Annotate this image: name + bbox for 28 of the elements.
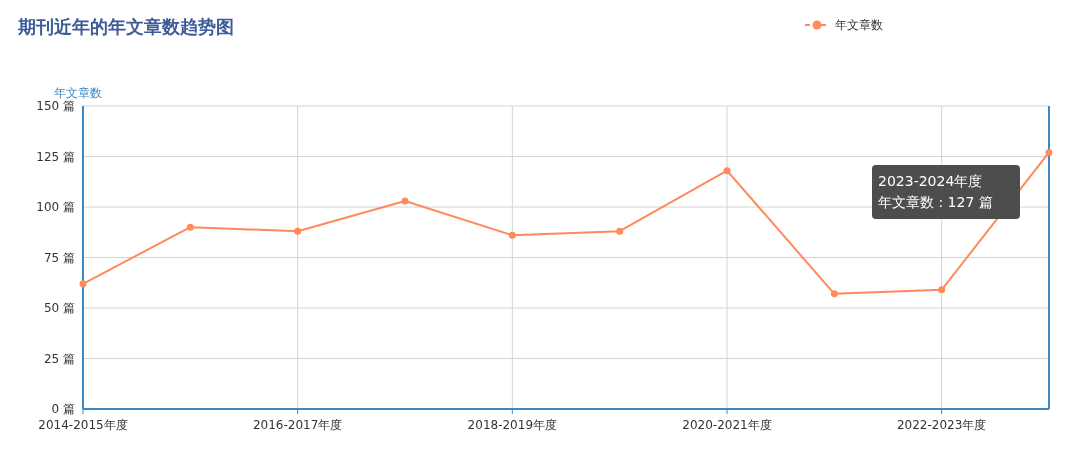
y-tick-label: 150 篇	[36, 99, 75, 113]
point	[616, 227, 624, 235]
chart-title: 期刊近年的年文章数趋势图	[17, 16, 234, 37]
y-tick-label: 125 篇	[36, 149, 75, 164]
x-tick-label: 2020-2021年度	[682, 418, 772, 432]
y-tick-label: 50 篇	[43, 301, 75, 315]
point	[79, 280, 87, 288]
annotation: 2023-2024年度	[878, 173, 983, 189]
legend-label: 年文章数	[835, 18, 883, 32]
x-tick-label: 2016-2017年度	[252, 418, 343, 432]
x-tick-label: 2014-2015年度	[38, 418, 128, 432]
point	[401, 197, 409, 205]
point	[294, 227, 302, 235]
point	[830, 290, 838, 298]
y-tick-label: 0 篇	[51, 402, 75, 416]
y-tick-label: 75 篇	[43, 250, 75, 265]
tooltip: 2023-2024年度 年文章数 : 127 篇	[872, 165, 1020, 219]
point	[186, 223, 194, 231]
annotation: 年文章数 : 127 篇	[878, 194, 993, 210]
y-tick-label: 100 篇	[36, 200, 75, 214]
point	[508, 231, 516, 239]
point	[723, 167, 731, 175]
x-tick-label: 2022-2023年度	[896, 418, 987, 432]
x-tick-label: 2018-2019年度	[467, 418, 558, 432]
point	[938, 286, 946, 294]
point	[1045, 148, 1053, 156]
y-axis-title: 年文章数	[54, 86, 102, 100]
y-tick-label: 25 篇	[43, 351, 75, 366]
